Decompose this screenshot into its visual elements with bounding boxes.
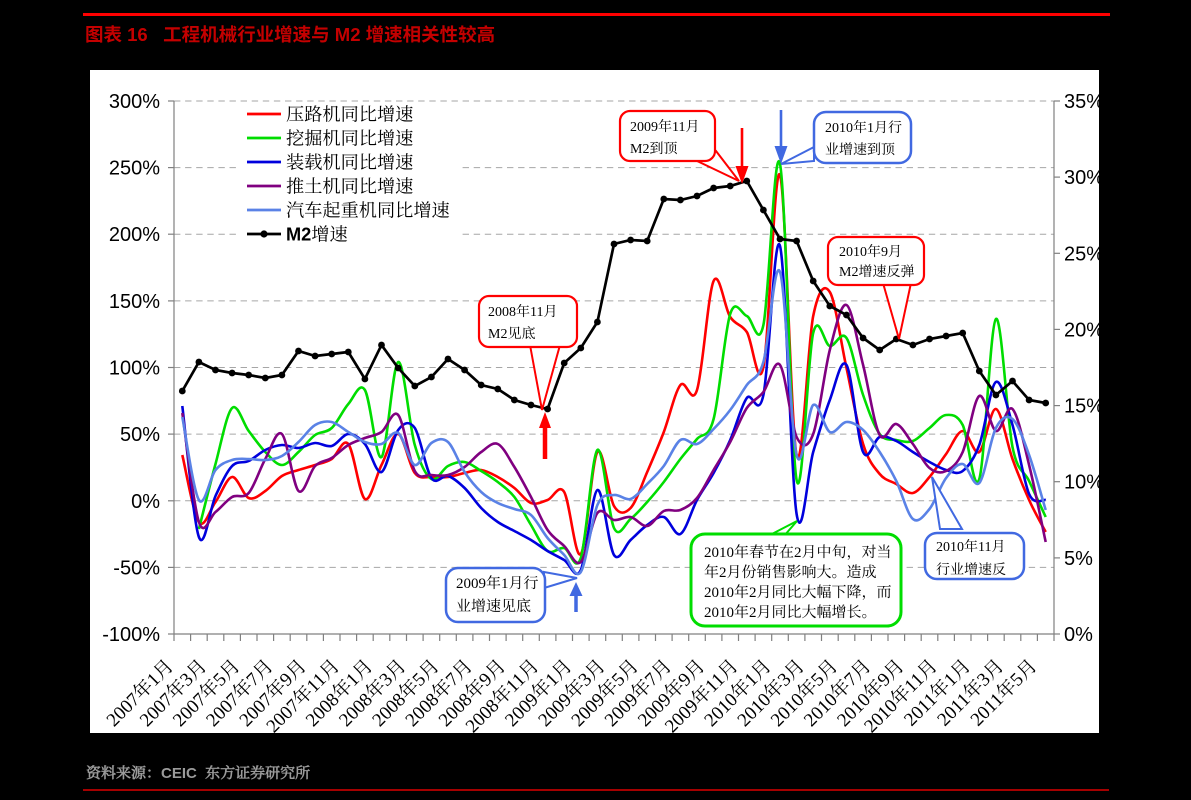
svg-text:2009年1月行: 2009年1月行 bbox=[456, 572, 539, 593]
svg-text:-100%: -100% bbox=[102, 624, 160, 646]
svg-text:2010年9月: 2010年9月 bbox=[839, 241, 902, 261]
svg-text:业增速到顶: 业增速到顶 bbox=[825, 139, 895, 159]
svg-text:汽车起重机同比增速: 汽车起重机同比增速 bbox=[286, 197, 450, 223]
svg-text:行业增速反: 行业增速反 bbox=[936, 559, 1006, 579]
svg-text:100%: 100% bbox=[109, 358, 160, 380]
svg-text:2010年1月行: 2010年1月行 bbox=[825, 117, 902, 137]
svg-text:30%: 30% bbox=[1064, 167, 1104, 189]
svg-text:2010年2月同比大幅下降，而: 2010年2月同比大幅下降，而 bbox=[704, 581, 892, 602]
svg-text:年2月份销售影响大。造成: 年2月份销售影响大。造成 bbox=[704, 561, 877, 582]
svg-text:M2到顶: M2到顶 bbox=[630, 138, 677, 158]
svg-text:300%: 300% bbox=[109, 91, 160, 113]
svg-text:装载机同比增速: 装载机同比增速 bbox=[286, 149, 413, 175]
svg-text:挖掘机同比增速: 挖掘机同比增速 bbox=[286, 125, 413, 151]
svg-text:25%: 25% bbox=[1064, 243, 1104, 265]
svg-text:压路机同比增速: 压路机同比增速 bbox=[286, 101, 413, 127]
svg-text:M2见底: M2见底 bbox=[488, 323, 535, 343]
svg-text:M2增速: M2增速 bbox=[286, 221, 348, 247]
svg-text:-50%: -50% bbox=[113, 557, 160, 579]
svg-text:2010年春节在2月中旬，对当: 2010年春节在2月中旬，对当 bbox=[704, 541, 892, 562]
svg-text:35%: 35% bbox=[1064, 91, 1104, 113]
svg-text:10%: 10% bbox=[1064, 472, 1104, 494]
svg-text:0%: 0% bbox=[1064, 624, 1093, 646]
svg-text:M2增速反弹: M2增速反弹 bbox=[839, 261, 914, 281]
svg-text:150%: 150% bbox=[109, 291, 160, 313]
svg-text:5%: 5% bbox=[1064, 548, 1093, 570]
svg-text:50%: 50% bbox=[120, 424, 160, 446]
svg-text:0%: 0% bbox=[131, 491, 160, 513]
svg-text:250%: 250% bbox=[109, 158, 160, 180]
svg-text:20%: 20% bbox=[1064, 319, 1104, 341]
svg-text:15%: 15% bbox=[1064, 396, 1104, 418]
svg-text:推土机同比增速: 推土机同比增速 bbox=[286, 173, 413, 199]
svg-text:200%: 200% bbox=[109, 224, 160, 246]
svg-text:2008年11月: 2008年11月 bbox=[488, 301, 557, 321]
svg-text:业增速见底: 业增速见底 bbox=[456, 595, 531, 616]
svg-text:2010年2月同比大幅增长。: 2010年2月同比大幅增长。 bbox=[704, 601, 877, 622]
svg-text:2010年11月: 2010年11月 bbox=[936, 536, 1005, 556]
svg-text:2009年11月: 2009年11月 bbox=[630, 116, 699, 136]
